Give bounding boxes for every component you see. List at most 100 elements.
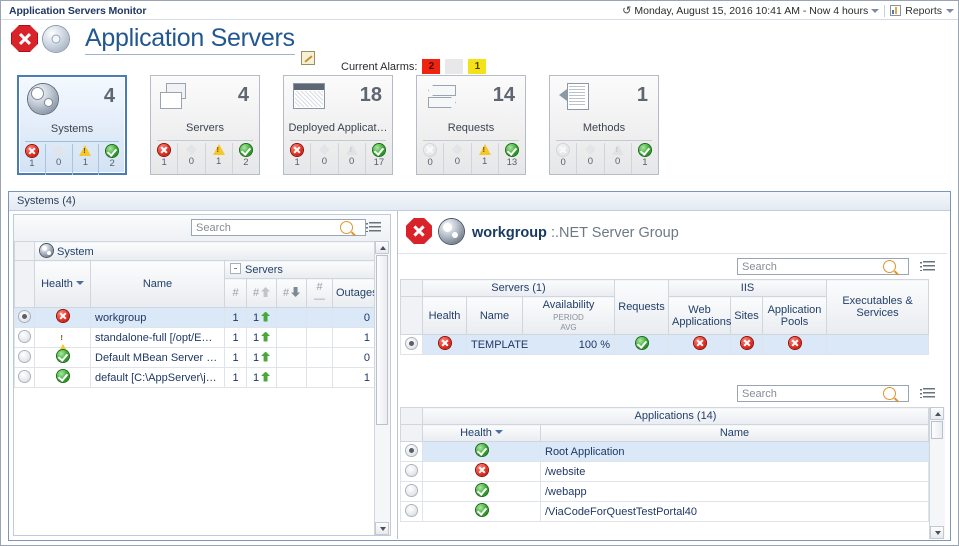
servers-col-requests[interactable]: Requests [614, 279, 669, 335]
edit-pencil-icon[interactable] [301, 51, 315, 65]
applications-col-health[interactable]: Health [422, 424, 541, 442]
list-item[interactable]: /webapp [400, 481, 929, 502]
kpi-card-servers[interactable]: 4 Servers 1 0 1 2 [150, 75, 260, 175]
radio-icon[interactable] [19, 310, 30, 322]
kpi-card-systems[interactable]: 4 Systems 1 0 1 2 [17, 75, 127, 175]
kpi-stat-count: 1 [29, 158, 35, 169]
kpi-stat-warning[interactable]: 1 [470, 143, 498, 174]
scroll-up-button[interactable] [375, 241, 389, 254]
kpi-stat-warning[interactable]: 1 [204, 143, 232, 174]
row-select-radio[interactable] [400, 461, 423, 482]
scroll-thumb[interactable] [376, 255, 388, 425]
applications-vertical-scrollbar[interactable] [929, 407, 945, 539]
servers-col-exec-services[interactable]: Executables & Services [826, 279, 929, 335]
kpi-stat-critical[interactable]: 0 [417, 143, 443, 174]
kpi-stat-warning[interactable]: 1 [71, 144, 99, 175]
scroll-down-button[interactable] [930, 526, 944, 539]
alarm-badge-critical[interactable]: 2 [422, 59, 441, 74]
current-alarms: Current Alarms: 2 1 [341, 59, 487, 74]
servers-search-input[interactable]: Search [737, 258, 909, 275]
kpi-stat-off[interactable]: 0 [443, 143, 470, 174]
list-item[interactable]: /website [400, 461, 929, 482]
table-row[interactable]: standalone-full [/opt/E… 1 1 1 [14, 327, 375, 355]
systems-col-servers-total[interactable]: # [224, 278, 247, 308]
kpi-card-requests[interactable]: 14 Requests 0 0 1 13 [416, 75, 526, 175]
radio-icon[interactable] [406, 337, 417, 349]
kpi-card-methods[interactable]: 1 Methods 0 0 0 1 [549, 75, 659, 175]
sort-desc-icon [75, 281, 84, 285]
list-item[interactable]: Root Application [400, 441, 929, 462]
radio-icon[interactable] [19, 330, 30, 342]
row-select-radio[interactable] [400, 501, 423, 522]
row-select-radio[interactable] [400, 334, 423, 355]
row-select-radio[interactable] [14, 327, 35, 348]
kpi-stat-off[interactable]: 0 [177, 143, 204, 174]
systems-col-name[interactable]: Name [90, 260, 225, 308]
kpi-stat-critical[interactable]: 1 [284, 143, 310, 174]
servers-col-name[interactable]: Name [466, 296, 523, 335]
systems-vertical-scrollbar[interactable] [374, 241, 390, 535]
servers-col-sites[interactable]: Sites [730, 296, 763, 335]
servers-col-availability[interactable]: Availability PERIOD AVG [522, 296, 615, 335]
kpi-stat-critical[interactable]: 1 [151, 143, 177, 174]
kpi-stat-ok[interactable]: 17 [364, 143, 392, 174]
row-health [34, 327, 91, 355]
alarm-badge-warning[interactable]: 1 [468, 59, 487, 74]
systems-col-health[interactable]: Health [34, 260, 91, 308]
collapse-icon[interactable] [230, 263, 241, 274]
row-select-radio[interactable] [400, 441, 423, 462]
servers-col-web-applications[interactable]: Web Applications [668, 296, 731, 335]
servers-col-health[interactable]: Health [422, 296, 467, 335]
applications-search-input[interactable]: Search [737, 385, 909, 402]
kpi-stat-off[interactable]: 0 [310, 143, 337, 174]
scroll-down-button[interactable] [375, 522, 389, 535]
kpi-stat-ok[interactable]: 2 [231, 143, 259, 174]
magnifier-icon[interactable] [883, 387, 896, 400]
magnifier-icon[interactable] [883, 260, 896, 273]
alarm-badge-none[interactable] [445, 59, 464, 74]
table-row[interactable]: TEMPLATE 100 % [400, 334, 929, 355]
reports-button[interactable]: Reports [890, 5, 954, 17]
kpi-card-deployed-applications[interactable]: 18 Deployed Applicat… 1 0 0 17 [283, 75, 393, 175]
kpi-stat-count: 17 [373, 157, 385, 168]
systems-col-servers-unknown[interactable]: # — [306, 278, 333, 308]
kpi-stat-ok[interactable]: 1 [630, 143, 658, 174]
kpi-stat-warning[interactable]: 0 [603, 143, 631, 174]
radio-icon[interactable] [19, 370, 30, 382]
applications-col-name[interactable]: Name [540, 424, 929, 442]
magnifier-icon[interactable] [340, 221, 353, 234]
radio-icon[interactable] [406, 444, 417, 456]
kpi-stat-off[interactable]: 0 [44, 144, 72, 175]
scroll-thumb[interactable] [931, 421, 943, 439]
grid-options-icon[interactable] [920, 388, 935, 400]
radio-icon[interactable] [19, 350, 30, 362]
systems-col-servers-down[interactable]: # [276, 278, 307, 308]
systems-col-servers-up[interactable]: # [246, 278, 277, 308]
row-select-radio[interactable] [400, 481, 423, 502]
grid-options-icon[interactable] [366, 222, 381, 234]
grid-options-icon[interactable] [920, 261, 935, 273]
chevron-down-icon [871, 8, 880, 13]
unknown-status-icon [318, 144, 330, 155]
time-range-selector[interactable]: ↺ Monday, August 15, 2016 10:41 AM - Now… [622, 4, 880, 17]
radio-icon[interactable] [406, 484, 417, 496]
systems-col-outages[interactable]: Outages [332, 278, 375, 308]
kpi-stat-warning[interactable]: 0 [337, 143, 365, 174]
kpi-stat-off[interactable]: 0 [576, 143, 603, 174]
systems-search-input[interactable]: Search [191, 219, 366, 236]
kpi-stat-critical[interactable]: 0 [550, 143, 576, 174]
table-row[interactable]: Default MBean Server … 1 1 0 [14, 347, 375, 368]
row-select-radio[interactable] [14, 367, 35, 388]
table-row[interactable]: workgroup 1 1 0 [14, 307, 375, 328]
row-select-radio[interactable] [14, 307, 35, 328]
kpi-stat-ok[interactable]: 13 [497, 143, 525, 174]
radio-icon[interactable] [406, 504, 417, 516]
table-row[interactable]: default [C:\AppServer\j… 1 1 1 [14, 367, 375, 388]
row-select-radio[interactable] [14, 347, 35, 368]
servers-col-application-pools[interactable]: Application Pools [761, 296, 828, 335]
radio-icon[interactable] [406, 464, 417, 476]
kpi-stat-ok[interactable]: 2 [98, 144, 125, 175]
kpi-stat-critical[interactable]: 1 [19, 144, 45, 175]
scroll-up-button[interactable] [930, 407, 944, 420]
list-item[interactable]: /ViaCodeForQuestTestPortal40 [400, 501, 929, 522]
